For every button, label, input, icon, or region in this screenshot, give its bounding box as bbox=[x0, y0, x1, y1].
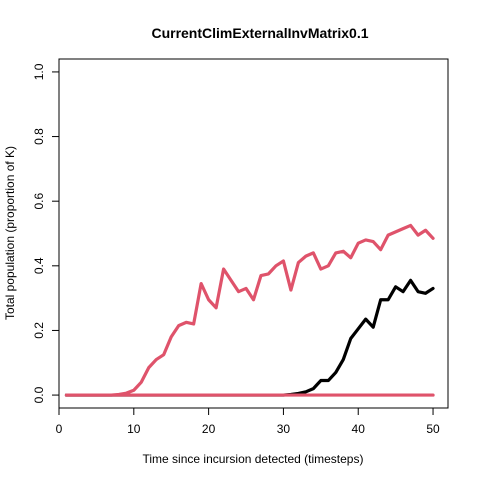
y-tick-label: 0.0 bbox=[32, 386, 46, 403]
y-tick-label: 0.8 bbox=[32, 128, 46, 145]
x-axis-label: Time since incursion detected (timesteps… bbox=[143, 452, 364, 466]
y-axis: 0.0 0.2 0.4 0.6 0.8 1.0 bbox=[32, 63, 59, 403]
series-2-line bbox=[66, 280, 433, 395]
y-tick-label: 0.2 bbox=[32, 322, 46, 339]
y-tick-label: 1.0 bbox=[32, 63, 46, 80]
y-axis-label: Total population (proportion of K) bbox=[3, 146, 17, 320]
x-axis: 0 10 20 30 40 50 bbox=[56, 408, 440, 436]
x-tick-label: 10 bbox=[127, 422, 141, 436]
series-layer bbox=[66, 225, 433, 395]
y-tick-label: 0.4 bbox=[32, 257, 46, 274]
x-tick-label: 30 bbox=[277, 422, 291, 436]
y-tick-label: 0.6 bbox=[32, 193, 46, 210]
x-tick-label: 0 bbox=[56, 422, 63, 436]
x-tick-label: 40 bbox=[352, 422, 366, 436]
chart-title: CurrentClimExternalInvMatrix0.1 bbox=[151, 25, 368, 41]
x-tick-label: 50 bbox=[426, 422, 440, 436]
x-tick-label: 20 bbox=[202, 422, 216, 436]
